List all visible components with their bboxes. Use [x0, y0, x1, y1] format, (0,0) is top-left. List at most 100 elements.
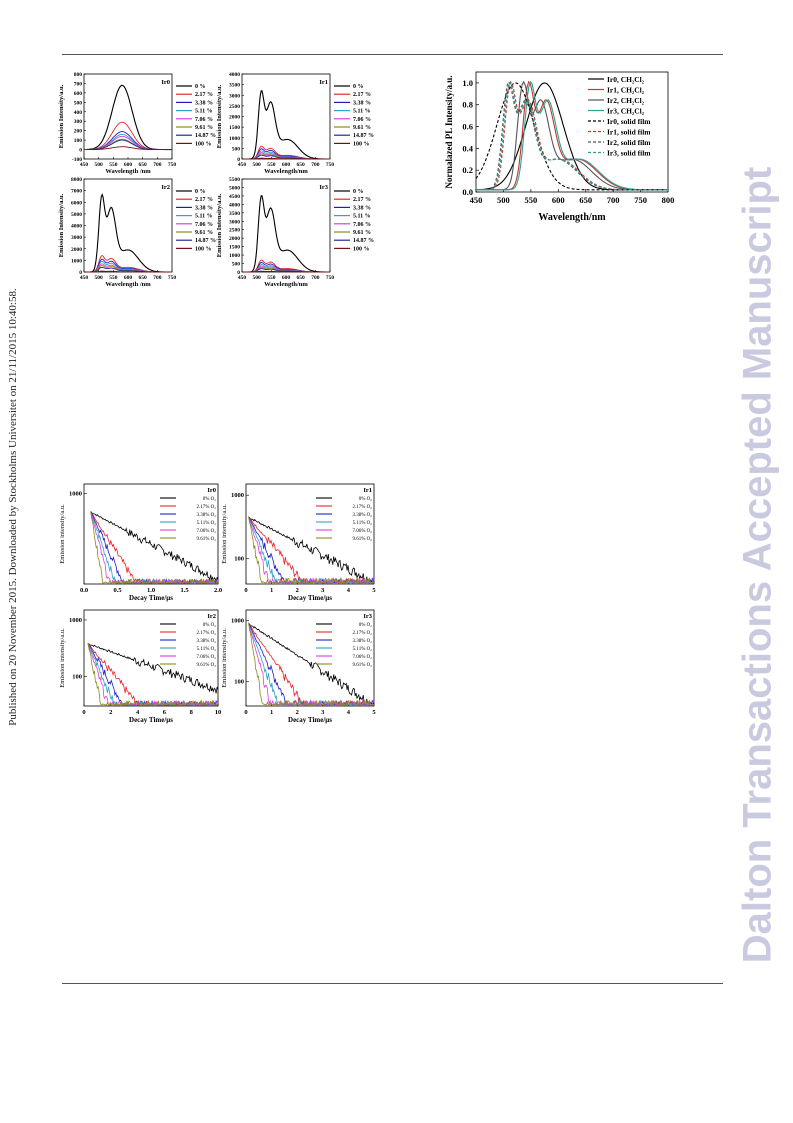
legend-label: 7.06% O₂ [196, 655, 216, 660]
x-tick-label: 450 [80, 162, 89, 168]
legend-label: 2.17% O₂ [352, 505, 372, 510]
x-tick-label: 700 [153, 162, 162, 168]
emission-series-line [243, 89, 330, 160]
decay-series-line [87, 643, 219, 694]
y-tick-label: 5000 [71, 212, 82, 218]
decay-frame [245, 609, 375, 707]
legend-label: 9.61 % [353, 125, 371, 131]
x-tick-label: 450 [238, 162, 247, 168]
y-axis-label: Emission Intensity/a.u. [216, 193, 223, 257]
emission-series-line [85, 84, 172, 151]
legend-label: 0% O₂ [359, 497, 373, 502]
legend-label: 2.17 % [353, 92, 371, 98]
legend-label: 14.87 % [195, 238, 216, 244]
x-tick-label: 650 [139, 162, 148, 168]
x-axis-label: Wavelength/nm [538, 212, 606, 223]
legend-label: Ir1, CH₂Cl₂ [607, 86, 645, 95]
x-tick-label: 750 [634, 195, 647, 205]
y-axis-label: Emission intensity/a.u. [59, 628, 66, 688]
x-tick-label: 600 [282, 275, 291, 281]
emission-series-line [85, 192, 172, 273]
footer-rule [62, 983, 723, 984]
y-axis-label: Emission intensity/a.u. [221, 504, 228, 564]
x-tick-label: 750 [168, 275, 177, 281]
y-tick-label: 4500 [229, 194, 240, 200]
legend-label: 9.61% O₂ [352, 663, 372, 668]
emission-frame [83, 178, 173, 273]
y-tick-label: 1000 [229, 253, 240, 259]
emission-chart-ir2: 450 500 550 600 650 700 750 0 1000 2000 3000 4000 50… [58, 177, 216, 288]
x-tick-label: 10 [215, 709, 222, 716]
x-tick-label: 2 [296, 587, 299, 594]
decay-chart-ir2: 0 2 4 6 8 10 1000 100 Decay Time/μs Emission inte… [59, 609, 222, 724]
x-tick-label: 0 [244, 709, 247, 716]
x-tick-label: 750 [326, 162, 335, 168]
y-axis-label: Emission intensity/a.u. [221, 628, 228, 688]
y-tick-label: 4000 [71, 224, 82, 230]
emission-series-line [85, 270, 172, 273]
legend-label: 2.17% O₂ [196, 631, 216, 636]
legend-label: 100 % [195, 141, 212, 147]
legend-label: 0 % [195, 84, 206, 90]
decay-series-line [248, 516, 374, 585]
publication-note: Published on 20 November 2015. Downloade… [3, 288, 23, 725]
y-tick-label: 2500 [229, 228, 240, 234]
x-tick-label: 3 [321, 587, 325, 594]
x-tick-label: 600 [282, 162, 291, 168]
x-tick-label: 0.5 [113, 587, 122, 594]
x-tick-label: 800 [662, 195, 675, 205]
journal-banner: Dalton Transactions Accepted Manuscript [733, 130, 783, 1000]
y-axis-label: Emission intensity/a.u. [59, 504, 66, 564]
x-tick-label: 0 [244, 587, 247, 594]
decay-series-line [87, 643, 219, 707]
x-tick-label: 500 [497, 195, 510, 205]
x-axis-label: Decay Time/μs [129, 594, 173, 602]
y-tick-label: 1500 [229, 125, 240, 131]
y-tick-label: 3500 [229, 211, 240, 217]
x-axis-label: Decay Time/μs [288, 594, 332, 602]
y-tick-label: 0 [237, 270, 240, 276]
x-tick-label: 700 [153, 275, 162, 281]
emission-series-line [85, 146, 172, 151]
legend-label: 7.06% O₂ [352, 655, 372, 660]
decay-series-line [87, 644, 219, 707]
x-tick-label: 700 [311, 275, 320, 281]
legend-label: 7.06% O₂ [352, 529, 372, 534]
y-axis-label: Emission Intensity/a.u. [216, 84, 223, 148]
x-tick-label: 500 [253, 275, 261, 281]
legend-label: 5.11 % [353, 109, 371, 115]
legend-label: 7.06 % [353, 222, 371, 228]
emission-series-line [243, 270, 330, 273]
x-axis-label: Wavelength /nm [105, 168, 151, 175]
x-tick-label: 8 [190, 709, 194, 716]
x-tick-label: 450 [470, 195, 483, 205]
normalized-series-line [476, 81, 667, 191]
x-tick-label: 5 [372, 587, 376, 594]
x-tick-label: 1.0 [147, 587, 155, 594]
legend-label: 9.61% O₂ [196, 537, 216, 542]
x-axis-label: Decay Time/μs [129, 716, 173, 724]
panel-label: Ir0 [207, 487, 216, 494]
x-tick-label: 550 [524, 195, 537, 205]
x-tick-label: 450 [80, 275, 89, 281]
y-tick-label: 1000 [69, 490, 82, 497]
y-tick-label: 7000 [71, 189, 82, 195]
panel-label: Ir2 [207, 613, 216, 620]
normalized-frame [475, 71, 669, 193]
x-tick-label: 600 [124, 275, 133, 281]
legend-label: 9.61% O₂ [352, 537, 372, 542]
panel-label: Ir3 [363, 613, 372, 620]
y-tick-label: 500 [232, 146, 241, 152]
decay-frame [245, 483, 375, 585]
y-tick-label: 0.2 [462, 165, 473, 175]
decay-series-line [90, 511, 218, 585]
legend-label: 7.06 % [353, 117, 371, 123]
panel-label: Ir1 [363, 487, 372, 494]
legend-label: 0% O₂ [359, 623, 373, 628]
legend-label: 3.38% O₂ [196, 639, 216, 644]
header-rule [62, 54, 723, 55]
y-tick-label: 2000 [229, 115, 240, 121]
legend-label: 3.38% O₂ [352, 639, 372, 644]
legend-label: 0 % [353, 189, 364, 195]
legend-label: 3.38 % [195, 205, 213, 211]
